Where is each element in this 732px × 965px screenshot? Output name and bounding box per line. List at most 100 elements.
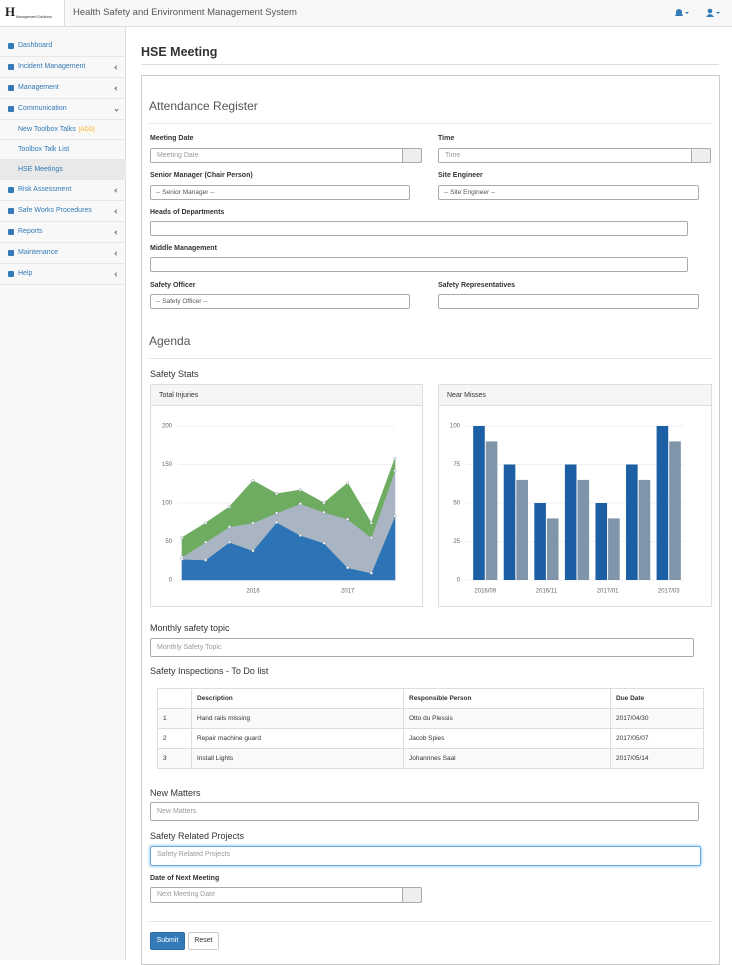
menu-caret bbox=[114, 86, 118, 90]
date-input[interactable]: Next Meeting Date bbox=[150, 887, 422, 903]
select[interactable]: -- Senior Manager -- bbox=[150, 185, 410, 200]
point bbox=[346, 482, 349, 485]
field-title: Safety Related Projects bbox=[150, 831, 244, 841]
x-tick-label: 2017/03 bbox=[658, 589, 680, 595]
reset-button[interactable]: Reset bbox=[188, 932, 219, 950]
submenu-item[interactable]: HSE Meetings bbox=[0, 160, 126, 180]
menu-label: Reports bbox=[18, 228, 43, 235]
divider bbox=[149, 358, 712, 359]
x-tick-label: 2017/01 bbox=[597, 589, 619, 595]
point bbox=[299, 534, 302, 537]
field-label: Time bbox=[438, 135, 454, 142]
field-label: Site Engineer bbox=[438, 172, 483, 179]
subsection-title: Safety Stats bbox=[150, 369, 199, 379]
menu-item[interactable]: Help bbox=[0, 264, 126, 285]
text-input[interactable] bbox=[438, 294, 699, 309]
top-bar: H Management Solutions Health Safety and… bbox=[0, 0, 732, 27]
submenu-item[interactable]: Toolbox Talk List bbox=[0, 140, 126, 160]
bar bbox=[516, 480, 528, 580]
menu-caret bbox=[114, 251, 118, 255]
table-header-cell: Responsible Person bbox=[404, 689, 611, 709]
inspection-table: DescriptionResponsible PersonDue Date1Ha… bbox=[157, 688, 704, 769]
table-header-cell bbox=[158, 689, 192, 709]
bar bbox=[626, 465, 638, 581]
header-icons[interactable] bbox=[672, 7, 722, 19]
menu-icon bbox=[8, 229, 14, 235]
table-cell: 3 bbox=[158, 749, 192, 769]
calendar-button[interactable] bbox=[402, 148, 422, 163]
field-label: Middle Management bbox=[150, 245, 217, 252]
menu-item[interactable]: Dashboard bbox=[0, 36, 126, 57]
clock-button[interactable] bbox=[691, 148, 711, 163]
x-tick-label: 2016/11 bbox=[536, 589, 558, 595]
y-tick-label: 150 bbox=[162, 462, 173, 468]
date-input[interactable]: Meeting Date bbox=[150, 148, 422, 163]
menu-label: Incident Management bbox=[18, 63, 85, 70]
menu-item[interactable]: Incident Management bbox=[0, 57, 126, 78]
chart-title: Total Injuries bbox=[151, 385, 422, 406]
menu-caret bbox=[114, 188, 118, 192]
menu-caret bbox=[114, 272, 118, 276]
point bbox=[370, 536, 373, 539]
y-tick-label: 75 bbox=[453, 462, 460, 468]
table-cell: 1 bbox=[158, 709, 192, 729]
textarea[interactable]: Monthly Safety Topic bbox=[150, 638, 694, 657]
textarea[interactable]: Safety Related Projects bbox=[150, 846, 701, 866]
menu-icon bbox=[8, 106, 14, 112]
text-input[interactable] bbox=[150, 257, 688, 272]
menu-icon bbox=[8, 208, 14, 214]
menu-item[interactable]: Reports bbox=[0, 222, 126, 243]
point bbox=[252, 522, 255, 525]
chart-title: Near Misses bbox=[439, 385, 711, 406]
y-tick-label: 200 bbox=[162, 424, 173, 430]
menu-icon bbox=[8, 43, 14, 49]
point bbox=[228, 506, 231, 509]
y-tick-label: 0 bbox=[169, 578, 173, 584]
menu-label: Dashboard bbox=[18, 42, 52, 49]
menu-label: New Toolbox Talks bbox=[18, 126, 76, 133]
menu-item[interactable]: Communication bbox=[0, 99, 126, 120]
submenu-item[interactable]: New Toolbox Talks[ADD] bbox=[0, 120, 126, 140]
menu-item[interactable]: Management bbox=[0, 78, 126, 99]
bar bbox=[473, 426, 485, 580]
submit-button[interactable]: Submit bbox=[150, 932, 185, 950]
field-label: Meeting Date bbox=[150, 135, 194, 142]
select[interactable]: -- Site Engineer -- bbox=[438, 185, 699, 200]
point bbox=[323, 542, 326, 545]
divider bbox=[149, 123, 712, 124]
time-input[interactable]: Time bbox=[438, 148, 711, 163]
x-tick-label: 2016/09 bbox=[474, 589, 496, 595]
select[interactable]: -- Safety Officer -- bbox=[150, 294, 410, 309]
bar bbox=[595, 503, 607, 580]
divider bbox=[141, 64, 719, 65]
point bbox=[181, 556, 184, 559]
bar bbox=[486, 441, 498, 580]
logo: H bbox=[5, 4, 15, 20]
textarea[interactable]: New Matters bbox=[150, 802, 699, 821]
menu-item[interactable]: Maintenance bbox=[0, 243, 126, 264]
point bbox=[370, 522, 373, 525]
menu-label: Maintenance bbox=[18, 249, 58, 256]
point bbox=[252, 549, 255, 552]
point bbox=[275, 512, 278, 515]
point bbox=[275, 492, 278, 495]
field-title: Monthly safety topic bbox=[150, 623, 230, 633]
bar bbox=[565, 465, 577, 581]
point bbox=[204, 522, 207, 525]
table-cell: Otto du Plessis bbox=[404, 709, 611, 729]
menu-item[interactable]: Risk Assessment bbox=[0, 180, 126, 201]
menu-label: Management bbox=[18, 84, 59, 91]
table-header-cell: Description bbox=[192, 689, 404, 709]
point bbox=[370, 572, 373, 575]
menu-item[interactable]: Safe Works Procedures bbox=[0, 201, 126, 222]
section-title: Agenda bbox=[149, 334, 190, 348]
point bbox=[204, 559, 207, 562]
calendar-button[interactable] bbox=[402, 887, 422, 903]
y-tick-label: 100 bbox=[450, 424, 461, 430]
point bbox=[204, 541, 207, 544]
text-input[interactable] bbox=[150, 221, 688, 236]
point bbox=[299, 502, 302, 505]
menu-label: Risk Assessment bbox=[18, 186, 71, 193]
bar bbox=[504, 465, 516, 581]
bar bbox=[534, 503, 546, 580]
